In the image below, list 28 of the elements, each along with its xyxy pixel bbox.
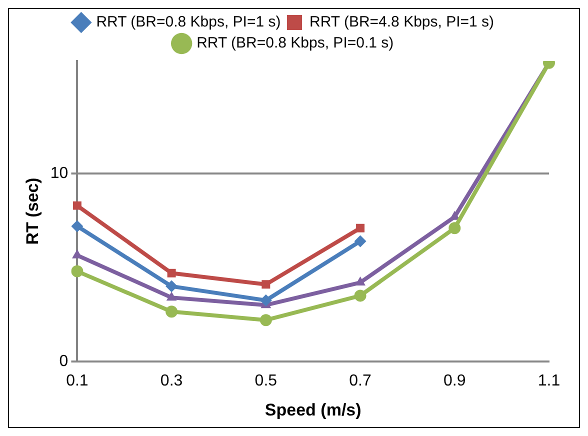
x-tick-label: 1.1	[538, 372, 560, 390]
legend-label: RRT (BR=4.8 Kbps, PI=1 s)	[310, 14, 494, 31]
x-tick-label: 0.3	[160, 372, 183, 390]
x-tick-label: 0.1	[66, 372, 88, 390]
y-tick-label: 10	[50, 165, 68, 182]
x-axis-title: Speed (m/s)	[264, 400, 362, 420]
point	[166, 306, 178, 318]
legend-label: RRT (BR=0.8 Kbps, PI=0.1 s)	[196, 34, 394, 52]
point	[260, 294, 272, 306]
x-tick-label: 0.9	[444, 372, 466, 390]
x-tick-label: 0.7	[349, 372, 372, 390]
x-tick-label: 0.5	[254, 372, 278, 390]
point	[354, 290, 366, 302]
point	[71, 220, 84, 232]
point	[71, 265, 84, 278]
point	[356, 224, 365, 232]
point	[354, 235, 366, 248]
point	[167, 268, 176, 278]
point	[355, 276, 366, 286]
y-tick-label: 0	[59, 352, 68, 370]
point	[72, 201, 82, 210]
y-axis-title: RT (sec)	[22, 178, 42, 245]
legend-label: RRT (BR=0.8 Kbps, PI=1 s)	[96, 14, 281, 31]
point	[448, 222, 461, 234]
point	[166, 292, 177, 301]
point	[260, 314, 272, 326]
point	[262, 280, 270, 289]
point	[166, 280, 178, 292]
